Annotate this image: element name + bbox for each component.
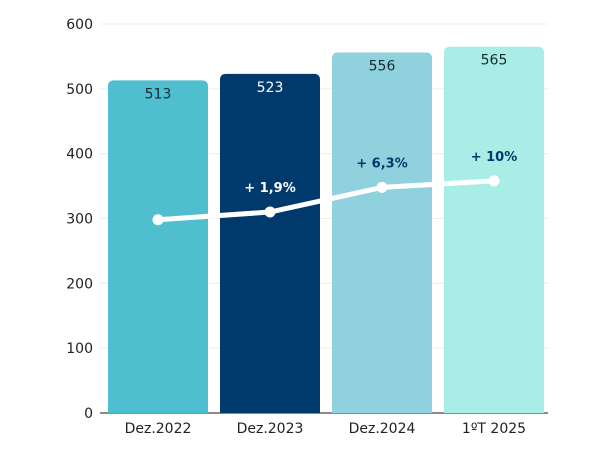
y-tick-label: 400 [66, 147, 93, 163]
trend-line [155, 178, 497, 223]
bar [332, 52, 432, 413]
growth-label: + 1,9% [244, 181, 295, 196]
bar [220, 73, 320, 414]
trend-point [376, 181, 388, 193]
y-tick-label: 200 [66, 276, 93, 292]
bar [444, 46, 544, 414]
y-tick-label: 300 [66, 212, 93, 228]
growth-label: + 10% [471, 150, 518, 165]
trend-point [152, 214, 164, 226]
bar-value-label: 565 [481, 53, 508, 69]
x-tick-label: Dez.2022 [125, 421, 192, 437]
trend-point [488, 175, 500, 187]
bar-value-label: 523 [257, 80, 284, 96]
y-tick-label: 500 [66, 82, 93, 98]
y-tick-label: 100 [66, 341, 93, 357]
x-tick-label: Dez.2024 [349, 421, 416, 437]
x-tick-label: Dez.2023 [237, 421, 304, 437]
y-tick-label: 0 [84, 406, 93, 422]
y-tick-label: 600 [66, 17, 93, 33]
growth-label: + 6,3% [356, 156, 407, 171]
trend-point [264, 206, 276, 218]
bar-value-label: 556 [369, 59, 396, 75]
bar-value-label: 513 [145, 86, 172, 102]
bar [108, 80, 208, 413]
x-tick-label: 1ºT 2025 [462, 421, 526, 437]
